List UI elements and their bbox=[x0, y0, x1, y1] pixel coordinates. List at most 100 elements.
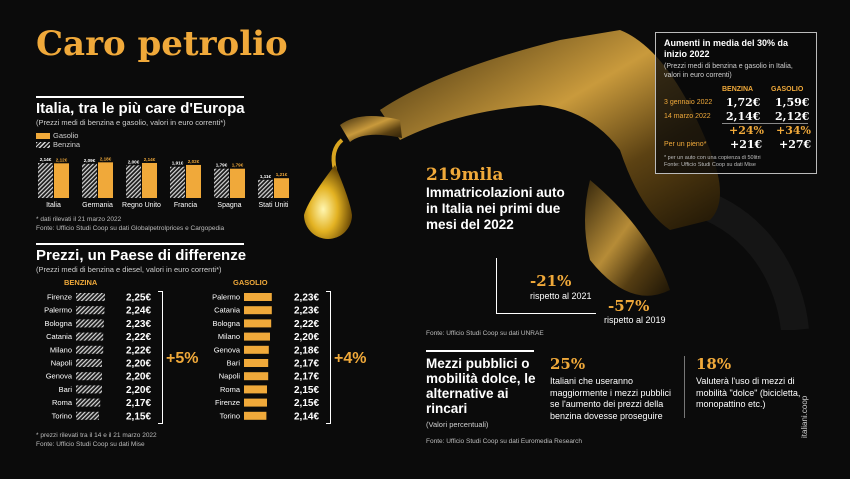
city-label-1: Palermo bbox=[44, 306, 72, 315]
city-bar-8 bbox=[76, 398, 101, 407]
registrations-number: 219mila bbox=[426, 165, 504, 185]
row1-label: 3 gennaio 2022 bbox=[664, 99, 713, 106]
city-value-3: 2,22€ bbox=[126, 332, 151, 343]
legend-gasolio-label: Gasolio bbox=[53, 131, 79, 140]
bar-benzina-2 bbox=[126, 165, 141, 198]
increase-divider bbox=[722, 123, 808, 124]
city-label-3: Catania bbox=[46, 332, 73, 341]
registrations-text: Immatricolazioni auto in Italia nei prim… bbox=[426, 185, 565, 232]
europe-heading: Italia, tra le più care d'Europa bbox=[36, 100, 245, 117]
bar-gasolio-3 bbox=[186, 164, 201, 198]
city-label-7: Bari bbox=[59, 385, 73, 394]
city-bar-1 bbox=[76, 306, 105, 315]
city-label-9: Torino bbox=[52, 411, 72, 420]
city-bar-7 bbox=[244, 385, 267, 394]
city-label-8: Firenze bbox=[215, 398, 240, 407]
bar-gasolio-2 bbox=[142, 162, 157, 198]
cities-source: Fonte: Ufficio Studi Coop su dati Mise bbox=[36, 441, 145, 448]
change-2021-label: rispetto al 2021 bbox=[530, 291, 592, 301]
change-2021-value: -21% bbox=[530, 272, 572, 290]
city-bar-2 bbox=[76, 319, 104, 328]
city-value-7: 2,15€ bbox=[294, 385, 319, 396]
city-value-7: 2,20€ bbox=[126, 385, 151, 396]
city-value-8: 2,17€ bbox=[126, 398, 151, 409]
city-value-1: 2,24€ bbox=[126, 306, 151, 317]
change-2019-value: -57% bbox=[608, 297, 650, 315]
bar-label-gasolio-1: 2,18€ bbox=[100, 156, 112, 161]
gasolio-spread: +4% bbox=[334, 350, 367, 367]
europe-source: Fonte: Ufficio Studi Coop su dati Global… bbox=[36, 225, 225, 232]
city-bar-5 bbox=[76, 359, 102, 367]
bar-gasolio-1 bbox=[98, 162, 113, 198]
city-label-3: Milano bbox=[218, 332, 240, 341]
registrations-connector bbox=[496, 258, 497, 314]
bar-benzina-0 bbox=[38, 162, 53, 198]
city-bar-4 bbox=[244, 345, 269, 354]
bar-label-benzina-2: 2,00€ bbox=[128, 159, 140, 164]
legend-benzina-label: Benzina bbox=[53, 140, 81, 149]
bar-label-benzina-1: 2,09€ bbox=[84, 158, 96, 163]
bar-benzina-3 bbox=[170, 166, 185, 198]
cities-heading: Prezzi, un Paese di differenze bbox=[36, 247, 247, 264]
city-bar-1 bbox=[244, 306, 272, 315]
city-label-0: Palermo bbox=[212, 293, 240, 302]
city-value-6: 2,20€ bbox=[126, 372, 151, 383]
row2-benzina: 2,14€ bbox=[726, 110, 761, 123]
city-label-9: Torino bbox=[220, 411, 240, 420]
row2-label: 14 marzo 2022 bbox=[664, 113, 711, 120]
city-value-8: 2,15€ bbox=[294, 398, 319, 409]
city-bar-4 bbox=[76, 345, 104, 354]
bar-label-gasolio-4: 1,79€ bbox=[232, 163, 244, 168]
cities-subtitle: (Prezzi medi di benzina e diesel, valori… bbox=[36, 265, 222, 274]
bar-label-gasolio-0: 2,12€ bbox=[56, 157, 68, 162]
europe-subtitle: (Prezzi medi di benzina e gasolio, valor… bbox=[36, 118, 226, 127]
category-label-4: Spagna bbox=[217, 202, 241, 209]
city-bar-5 bbox=[244, 359, 269, 367]
benzina-cities-chart: Firenze 2,25€ Palermo 2,24€ Bologna 2,23€ Cata… bbox=[44, 293, 151, 423]
stat-18-value: 18% bbox=[696, 355, 732, 373]
mobility-divider bbox=[684, 356, 685, 418]
gasolio-bracket bbox=[326, 291, 331, 424]
city-value-2: 2,22€ bbox=[294, 319, 319, 330]
city-label-0: Firenze bbox=[47, 293, 72, 302]
increase-subtitle: (Prezzi medi di benzina e gasolio in Ita… bbox=[664, 63, 793, 79]
row1-gasolio: 1,59€ bbox=[775, 96, 810, 109]
row1-benzina: 1,72€ bbox=[726, 96, 761, 109]
city-value-1: 2,23€ bbox=[294, 306, 319, 317]
city-bar-3 bbox=[76, 332, 104, 341]
city-bar-9 bbox=[76, 411, 99, 420]
bar-label-benzina-3: 1,91€ bbox=[172, 161, 184, 166]
increase-footnote: * per un auto con una copienza di 50litr… bbox=[664, 155, 761, 161]
city-label-4: Milano bbox=[50, 345, 72, 354]
legend-gasolio-swatch bbox=[36, 132, 50, 139]
city-bar-3 bbox=[244, 332, 270, 341]
city-label-6: Genova bbox=[46, 372, 73, 381]
bar-label-benzina-4: 1,79€ bbox=[216, 163, 228, 168]
city-label-5: Napoli bbox=[51, 359, 73, 368]
benzina-bracket bbox=[158, 291, 163, 424]
category-label-1: Germania bbox=[82, 202, 113, 209]
europe-footnote: * dati rilevati il 21 marzo 2022 bbox=[36, 216, 122, 223]
col-gasolio-header: GASOLIO bbox=[771, 86, 804, 93]
stat-18-text: Valuterà l'uso di mezzi di mobilità "dol… bbox=[696, 376, 801, 409]
city-value-4: 2,18€ bbox=[294, 345, 319, 356]
benzina-header: BENZINA bbox=[64, 278, 98, 287]
city-label-1: Catania bbox=[214, 306, 241, 315]
mobility-source: Fonte: Ufficio Studi Coop su dati Eurome… bbox=[426, 438, 582, 445]
city-value-5: 2,17€ bbox=[294, 359, 319, 370]
city-label-4: Genova bbox=[214, 345, 241, 354]
city-value-9: 2,15€ bbox=[126, 411, 151, 422]
page-title: Caro petrolio bbox=[36, 24, 288, 64]
legend-benzina-swatch bbox=[36, 141, 50, 148]
increase-heading: Aumenti in media del 30% da inizio 2022 bbox=[664, 38, 789, 59]
europe-bar-chart: 2,14€ 2,12€ Italia 2,09€ 2,18€ Germania 2,00€ 2… bbox=[38, 156, 289, 209]
increase-source: Fonte: Ufficio Studi Coop su dati Mise bbox=[664, 162, 756, 168]
bar-benzina-1 bbox=[82, 163, 97, 198]
mobility-subtitle: (Valori percentuali) bbox=[426, 420, 489, 429]
city-bar-8 bbox=[244, 398, 267, 407]
category-label-3: Francia bbox=[174, 202, 197, 209]
city-label-6: Napoli bbox=[219, 372, 241, 381]
registrations-source: Fonte: Ufficio Studi Coop su dati UNRAE bbox=[426, 330, 544, 337]
watermark: italiani.coop bbox=[800, 395, 809, 438]
category-label-5: Stati Uniti bbox=[259, 202, 289, 209]
